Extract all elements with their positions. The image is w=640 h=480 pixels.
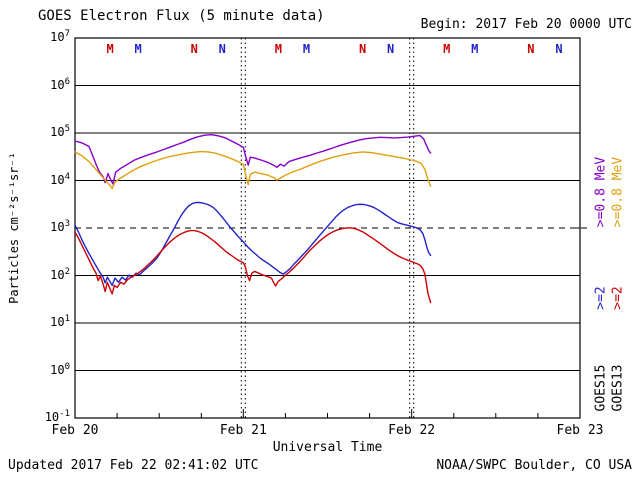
x-tick-label: Feb 23: [556, 423, 604, 438]
y-tick-label: 103: [50, 219, 70, 234]
series-goes15_ge2mev: [74, 201, 432, 287]
legend-goes15-name-label: GOES15: [593, 364, 609, 412]
y-tick-label: 106: [50, 76, 70, 92]
local-midnight-marker: M: [106, 42, 113, 56]
local-midnight-marker: M: [275, 42, 282, 56]
local-midnight-marker: M: [471, 42, 478, 56]
x-tick-label: Feb 20: [51, 423, 99, 438]
begin-timestamp: Begin: 2017 Feb 20 0000 UTC: [420, 17, 632, 32]
x-axis-label: Universal Time: [272, 440, 383, 455]
y-tick-label: 107: [50, 29, 70, 44]
local-midnight-marker: M: [443, 42, 450, 56]
legend-goes13-e2-label: >=2: [610, 286, 626, 310]
legend-goes15-e08-label: >=0.8 MeV: [593, 156, 609, 228]
legend-goes15-e2-label: >=2: [593, 286, 609, 310]
legend-goes13-name-label: GOES13: [610, 364, 626, 412]
y-tick-label: 102: [50, 266, 70, 282]
series-goes13_ge0p8mev: [74, 150, 432, 190]
series-goes15_ge0p8mev: [74, 133, 432, 185]
credit-text: NOAA/SWPC Boulder, CO USA: [436, 458, 632, 473]
y-tick-label: 104: [50, 171, 70, 187]
updated-timestamp: Updated 2017 Feb 22 02:41:02 UTC: [8, 458, 259, 473]
local-noon-marker: N: [219, 42, 226, 56]
local-noon-marker: N: [387, 42, 394, 56]
x-tick-label: Feb 21: [219, 423, 267, 438]
plot-frame: [74, 37, 581, 419]
y-tick-label: 100: [50, 361, 70, 377]
y-tick-label: 101: [50, 314, 70, 329]
series-goes13_ge2mev: [74, 227, 432, 304]
y-tick-label: 10-1: [44, 409, 70, 424]
local-noon-marker: N: [555, 42, 562, 56]
y-axis-label: Particles cm⁻²s⁻¹sr⁻¹: [7, 152, 21, 304]
local-midnight-marker: M: [303, 42, 310, 56]
legend-goes13-e08-label: >=0.8 MeV: [610, 156, 626, 228]
x-tick-label: Feb 22: [388, 423, 436, 438]
local-noon-marker: N: [359, 42, 366, 56]
local-noon-marker: N: [191, 42, 198, 56]
local-noon-marker: N: [527, 42, 534, 56]
local-midnight-marker: M: [134, 42, 141, 56]
chart-title: GOES Electron Flux (5 minute data): [38, 8, 325, 24]
y-tick-label: 105: [50, 124, 70, 139]
